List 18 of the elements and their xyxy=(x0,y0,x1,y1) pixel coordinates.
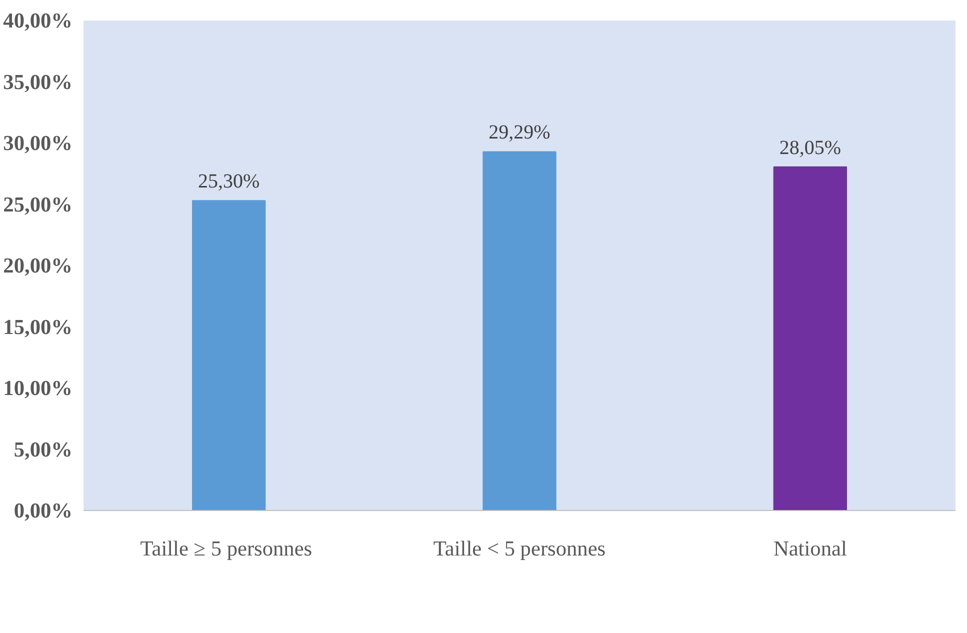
x-tick-label: Taille < 5 personnes xyxy=(433,536,606,560)
data-label: 28,05% xyxy=(779,136,842,159)
y-tick-label: 40,00% xyxy=(3,8,73,32)
y-tick-label: 15,00% xyxy=(3,314,73,339)
data-label: 25,30% xyxy=(198,170,260,193)
bar xyxy=(482,151,556,510)
y-tick-label: 10,00% xyxy=(3,376,73,400)
y-tick-label: 30,00% xyxy=(3,131,73,155)
x-tick-label: Taille ≥ 5 personnes xyxy=(140,536,312,560)
data-label: 29,29% xyxy=(488,122,550,144)
x-tick-label: National xyxy=(773,536,847,560)
y-tick-label: 0,00% xyxy=(14,498,73,522)
y-tick-label: 35,00% xyxy=(3,70,73,94)
y-tick-label: 25,00% xyxy=(3,192,73,216)
bar xyxy=(192,200,266,510)
bar xyxy=(773,166,847,510)
y-tick-label: 20,00% xyxy=(3,254,73,278)
y-tick-label: 5,00% xyxy=(14,437,73,462)
